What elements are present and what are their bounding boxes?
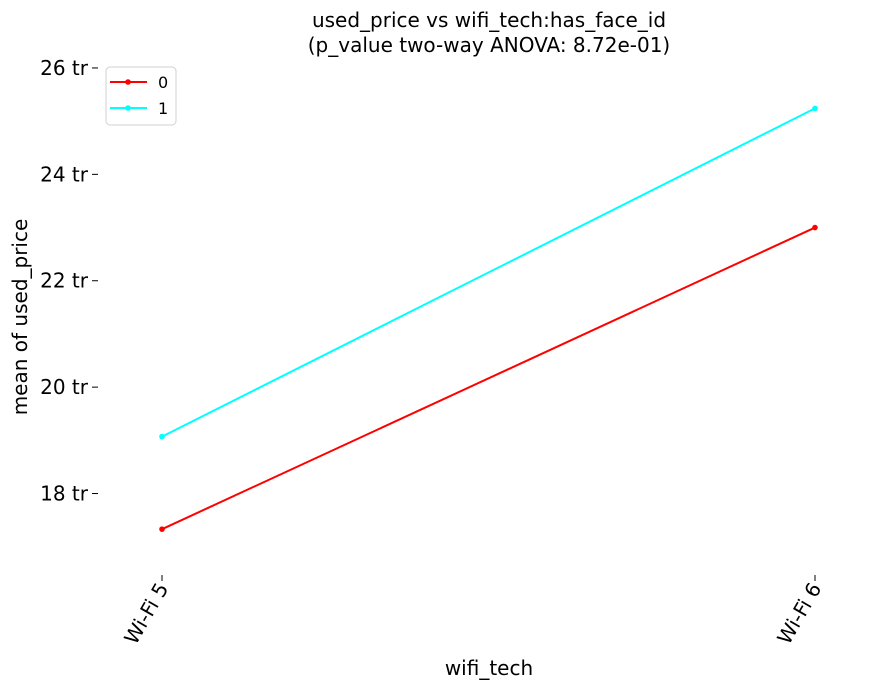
series-layer: [159, 105, 818, 532]
y-axis-label: mean of used_price: [8, 219, 32, 416]
x-tick-label: Wi-Fi 6: [772, 579, 826, 649]
y-tick-label: 26 tr: [40, 56, 89, 80]
legend-swatch-marker: [125, 105, 131, 111]
y-tick-label: 24 tr: [40, 162, 89, 186]
x-tick-label: Wi-Fi 5: [119, 579, 173, 649]
series-line-1: [161, 107, 816, 438]
series-point-0: [812, 224, 818, 231]
x-axis: Wi-Fi 5 Wi-Fi 6: [119, 575, 826, 648]
chart-title: used_price vs wifi_tech:has_face_id: [312, 8, 666, 32]
x-axis-label: wifi_tech: [445, 656, 533, 680]
legend-label: 0: [158, 73, 168, 92]
legend-label: 1: [158, 99, 168, 118]
y-tick-label: 18 tr: [40, 482, 89, 506]
series-point-1: [812, 105, 818, 112]
series-point-0: [159, 526, 165, 532]
legend: 01: [105, 66, 177, 126]
legend-swatch-marker: [125, 79, 131, 85]
y-axis: 18 tr 20 tr 22 tr 24 tr 26 tr: [40, 56, 98, 506]
chart-subtitle: (p_value two-way ANOVA: 8.72e-01): [308, 33, 670, 57]
series-line-0: [161, 226, 816, 531]
y-tick-label: 22 tr: [40, 269, 89, 293]
y-tick-label: 20 tr: [40, 375, 89, 399]
series-point-1: [159, 433, 165, 440]
